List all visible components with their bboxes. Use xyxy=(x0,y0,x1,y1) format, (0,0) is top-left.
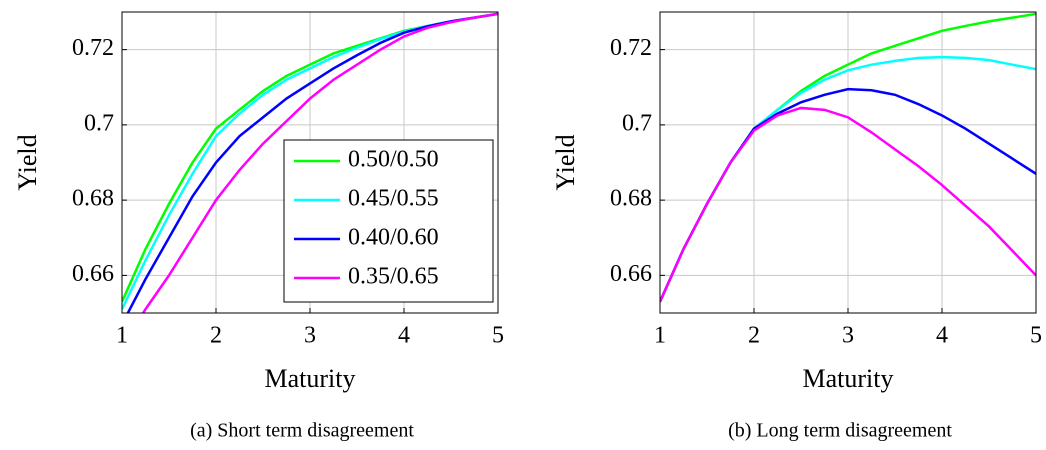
axes-frame xyxy=(121,11,499,314)
legend-label: 0.40/0.60 xyxy=(348,225,439,251)
x-axis-label: Maturity xyxy=(265,364,356,393)
y-tick-label: 0.68 xyxy=(72,186,114,212)
legend: 0.50/0.50 0.45/0.55 0.40/0.60 0.35/0.65 xyxy=(283,139,494,303)
legend-label: 0.45/0.55 xyxy=(348,186,439,212)
series-line xyxy=(660,106,1036,303)
y-axis-label: Yield xyxy=(551,134,580,190)
x-tick-label: 2 xyxy=(748,323,760,349)
x-tick-label: 1 xyxy=(116,323,128,349)
y-tick-label: 0.66 xyxy=(72,261,114,287)
y-tick-label: 0.68 xyxy=(610,186,652,212)
legend-label: 0.35/0.65 xyxy=(348,264,439,290)
caption: (a) Short term disagreement xyxy=(190,420,414,442)
y-tick-label: 0.72 xyxy=(610,35,652,61)
plot: 1 2 3 4 5 0.66 0.68 0.7 0.72 Maturity Yield (a) Sho… xyxy=(13,11,504,442)
plot: 1 2 3 4 5 0.66 0.68 0.7 0.72 Maturity Yield (b) Lon… xyxy=(551,11,1042,442)
y-axis-label: Yield xyxy=(13,134,42,190)
x-tick-label: 3 xyxy=(842,323,854,349)
x-tick-label: 3 xyxy=(304,323,316,349)
legend-box xyxy=(283,139,494,303)
x-tick-label: 1 xyxy=(654,323,666,349)
x-tick-label: 4 xyxy=(936,323,948,349)
legend-label: 0.50/0.50 xyxy=(348,147,439,173)
caption: (b) Long term disagreement xyxy=(728,420,952,442)
x-tick-label: 2 xyxy=(210,323,222,349)
x-axis-label: Maturity xyxy=(803,364,894,393)
y-tick-label: 0.7 xyxy=(622,110,652,136)
y-tick-label: 0.72 xyxy=(72,35,114,61)
x-tick-label: 5 xyxy=(492,323,504,349)
x-tick-label: 4 xyxy=(398,323,410,349)
series-line xyxy=(141,12,498,313)
y-tick-label: 0.66 xyxy=(610,261,652,287)
y-tick-label: 0.7 xyxy=(84,110,114,136)
axes-frame xyxy=(659,11,1037,314)
x-tick-label: 5 xyxy=(1030,323,1042,349)
